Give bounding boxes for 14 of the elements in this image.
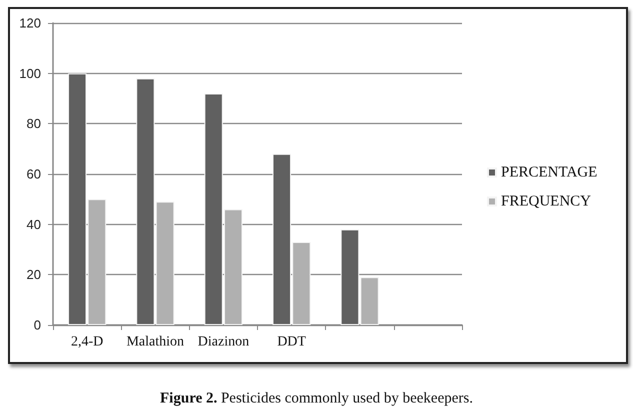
text: Figure 2. Pesticides commonly used by beekeepers. xyxy=(160,390,473,406)
y-tick-label: 60 xyxy=(26,166,41,182)
x-tick-label: Malathion xyxy=(126,334,184,350)
y-tick-label: 0 xyxy=(34,318,41,332)
y-tick-label: 120 xyxy=(19,16,41,30)
legend-label: PERCENTAGE xyxy=(501,164,598,180)
y-tick-label: 100 xyxy=(19,66,41,81)
y-tick-label: 40 xyxy=(26,216,41,232)
x-tick-label: 2,4-D xyxy=(70,334,104,350)
x-tick-label: Diazinon xyxy=(198,334,250,350)
y-tick-label: 80 xyxy=(26,116,41,132)
x-tick-label: DDT xyxy=(277,334,306,350)
legend-label: FREQUENCY xyxy=(501,194,592,210)
y-tick-label: 20 xyxy=(26,267,41,282)
